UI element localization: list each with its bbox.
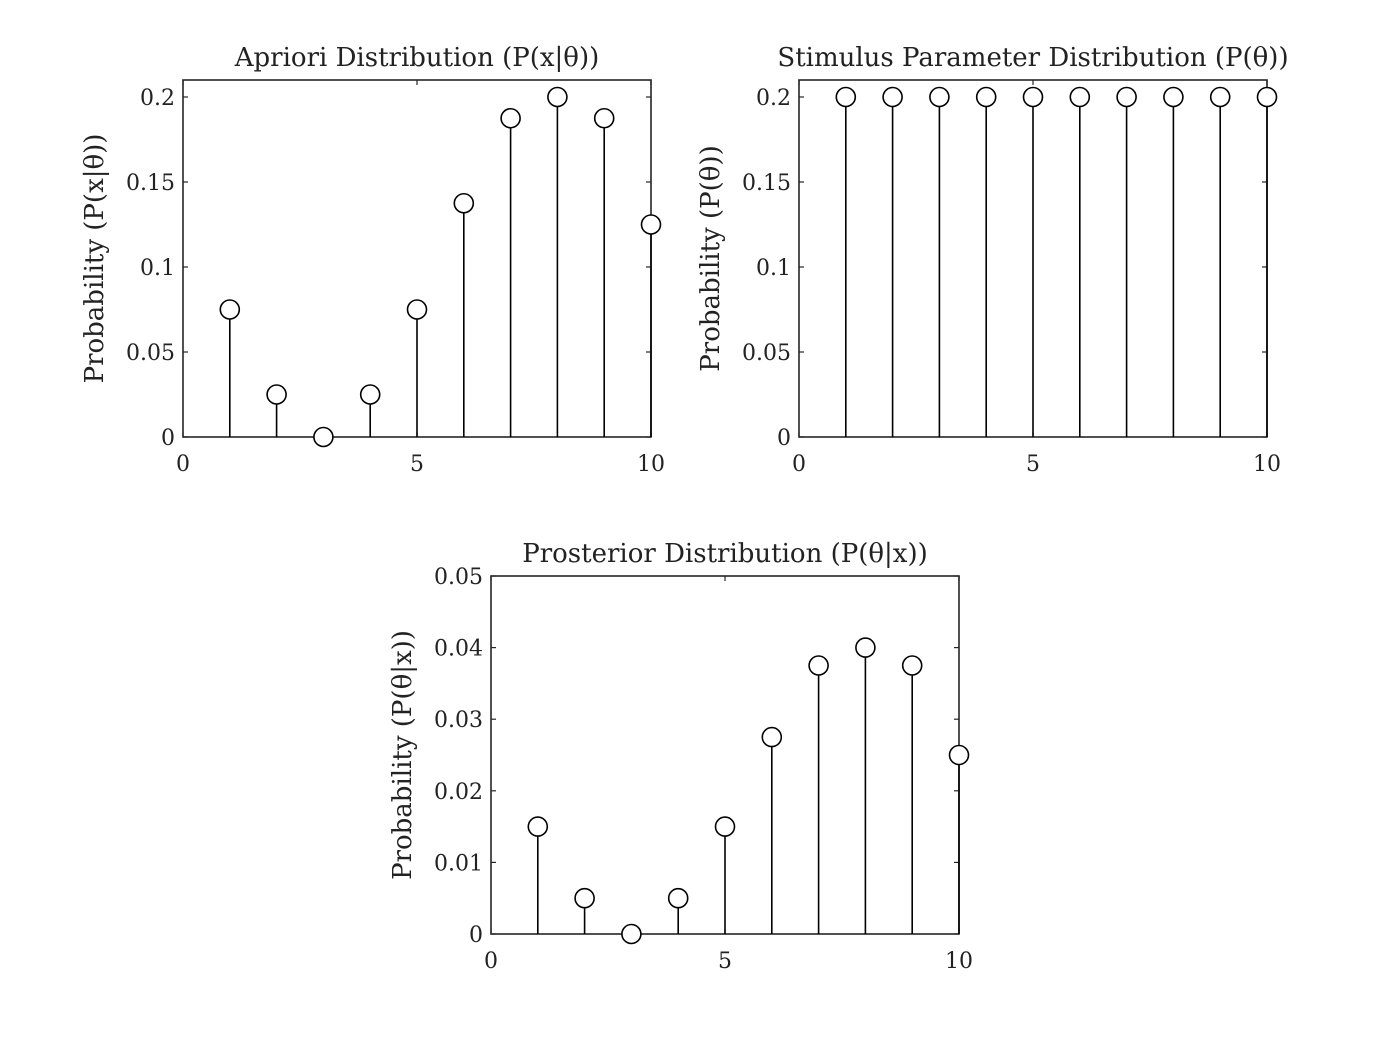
- stem-marker: [406, 299, 428, 320]
- stem-marker: [901, 655, 923, 676]
- y-tick-label: 0: [777, 426, 791, 451]
- x-tick-label: 10: [1253, 452, 1281, 477]
- stem-marker: [574, 887, 595, 909]
- y-tick-label: 0: [161, 426, 175, 451]
- stem-marker: [929, 86, 950, 108]
- y-tick-label: 0.1: [140, 256, 175, 281]
- chart-title: Prosterior Distribution (P(θ|x)): [522, 539, 928, 569]
- x-tick-label: 10: [637, 452, 665, 477]
- x-tick-label: 5: [1026, 452, 1040, 477]
- y-axis-label: Probability (P(x|θ)): [80, 134, 110, 384]
- stem-marker: [593, 107, 615, 129]
- stem-marker: [1116, 86, 1137, 108]
- stem-marker: [1163, 86, 1184, 108]
- stem-marker: [761, 726, 783, 748]
- x-tick-label: 0: [792, 452, 806, 477]
- stem-marker: [359, 384, 381, 405]
- x-tick-label: 0: [176, 452, 190, 477]
- y-tick-label: 0.15: [126, 171, 175, 196]
- y-tick-label: 0.03: [434, 708, 483, 733]
- stem-marker: [835, 86, 857, 108]
- y-tick-label: 0.05: [742, 341, 791, 366]
- y-tick-label: 0.2: [756, 86, 791, 111]
- subplot-2: 0 5 10 0 0.05 0.1 0.15 0.2 Stimulus Parameter Di…: [696, 43, 1289, 477]
- subplot-3: 0 5 10 0 0.01 0.02 0.03 0.04 0.05 Prosterior Dist…: [388, 539, 973, 974]
- y-axis-label: Probability (P(θ|x)): [388, 630, 418, 880]
- chart-title: Stimulus Parameter Distribution (P(θ)): [777, 43, 1288, 73]
- y-tick-label: 0.15: [742, 171, 791, 196]
- stem-marker: [219, 299, 241, 320]
- stem-marker: [1069, 86, 1091, 108]
- x-tick-label: 5: [718, 949, 732, 974]
- y-tick-label: 0.05: [126, 341, 175, 366]
- y-tick-label: 0.01: [434, 851, 483, 876]
- stem-marker: [453, 192, 475, 214]
- stem-marker: [1209, 86, 1231, 108]
- y-tick-label: 0.1: [756, 256, 791, 281]
- stem-marker: [621, 923, 642, 945]
- stem-marker: [1022, 86, 1044, 108]
- stem-marker: [313, 426, 334, 448]
- stem-marker: [1256, 86, 1278, 108]
- stem-marker: [882, 86, 903, 108]
- x-tick-label: 10: [945, 949, 973, 974]
- stem-marker: [808, 655, 829, 676]
- stem-marker: [547, 86, 568, 108]
- subplot-1: 0 5 10 0 0.05 0.1 0.15 0.2 Apriori Distribution …: [80, 43, 665, 477]
- stem-marker: [667, 887, 689, 909]
- stem-marker: [527, 816, 549, 837]
- y-tick-label: 0.02: [434, 780, 483, 805]
- y-tick-label: 0.05: [434, 565, 483, 590]
- y-tick-label: 0: [469, 923, 483, 948]
- stem-marker: [500, 107, 521, 129]
- stem-marker: [948, 744, 970, 766]
- y-tick-label: 0.2: [140, 86, 175, 111]
- y-tick-label: 0.04: [434, 637, 483, 662]
- stem-marker: [714, 816, 736, 837]
- x-tick-label: 5: [410, 452, 424, 477]
- stem-marker: [266, 384, 287, 405]
- stem-marker: [975, 86, 997, 108]
- stem-marker: [855, 637, 876, 658]
- x-tick-label: 0: [484, 949, 498, 974]
- stem-marker: [640, 214, 662, 235]
- y-axis-label: Probability (P(θ)): [696, 145, 726, 371]
- chart-title: Apriori Distribution (P(x|θ)): [234, 43, 599, 73]
